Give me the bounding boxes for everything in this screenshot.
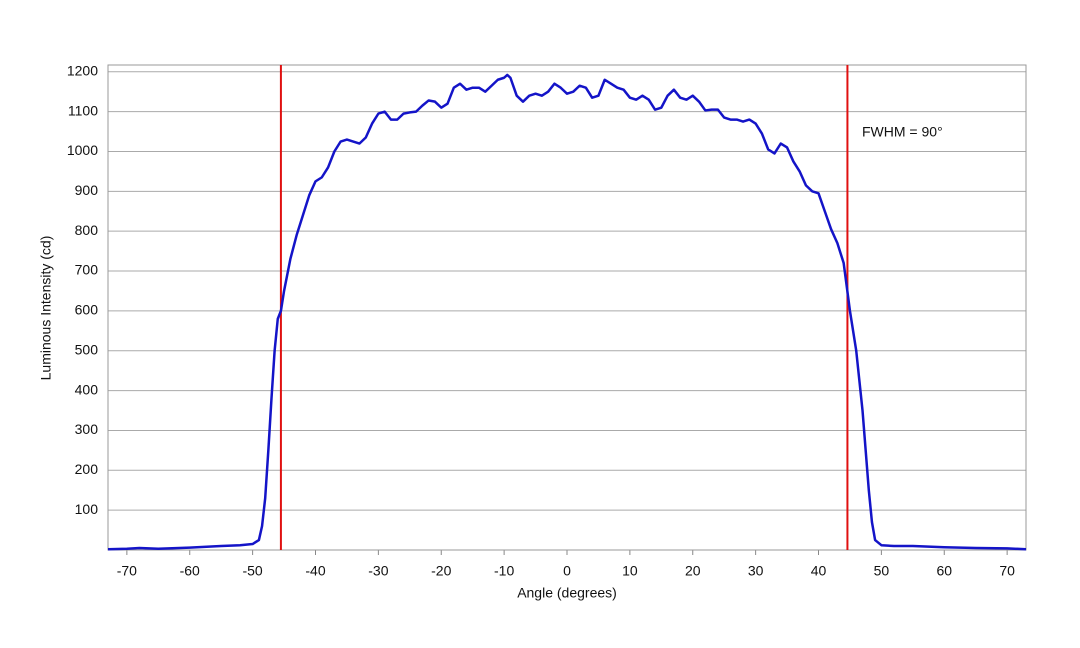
y-tick-label: 1200 — [67, 62, 98, 78]
y-tick-label: 400 — [75, 381, 99, 397]
x-tick-label: 30 — [748, 563, 764, 579]
x-tick-label: -40 — [305, 563, 325, 579]
annotation: FWHM = 90° — [862, 124, 943, 140]
x-tick-label: 10 — [622, 563, 638, 579]
y-tick-label: 1100 — [68, 102, 98, 118]
x-tick-label: -10 — [494, 563, 514, 579]
data-line — [107, 73, 1027, 551]
x-tick-label: -20 — [431, 563, 451, 579]
x-tick-label: -60 — [180, 563, 200, 579]
x-tick-label: -30 — [368, 563, 388, 579]
y-axis-label: Luminous Intensity (cd) — [38, 236, 54, 381]
x-tick-label: -50 — [242, 563, 262, 579]
x-tick-label: 70 — [999, 563, 1015, 579]
plot-frame — [107, 64, 1027, 551]
y-tick-label: 900 — [75, 182, 99, 198]
x-tick-label: 50 — [874, 563, 890, 579]
x-axis-label: Angle (degrees) — [517, 585, 617, 601]
y-tick-label: 700 — [75, 262, 99, 278]
x-tick-label: 40 — [811, 563, 827, 579]
y-tick-label: 200 — [75, 461, 99, 477]
x-tick-label: 20 — [685, 563, 701, 579]
x-tick-label: -70 — [117, 563, 137, 579]
y-tick-label: 800 — [75, 222, 99, 238]
y-tick-label: 100 — [75, 501, 99, 517]
y-tick-label: 300 — [75, 421, 99, 437]
y-tick-label: 1000 — [67, 142, 98, 158]
x-tick-label: 0 — [563, 563, 571, 579]
y-tick-label: 500 — [75, 341, 99, 357]
y-tick-label: 600 — [75, 302, 99, 318]
x-tick-label: 60 — [936, 563, 952, 579]
